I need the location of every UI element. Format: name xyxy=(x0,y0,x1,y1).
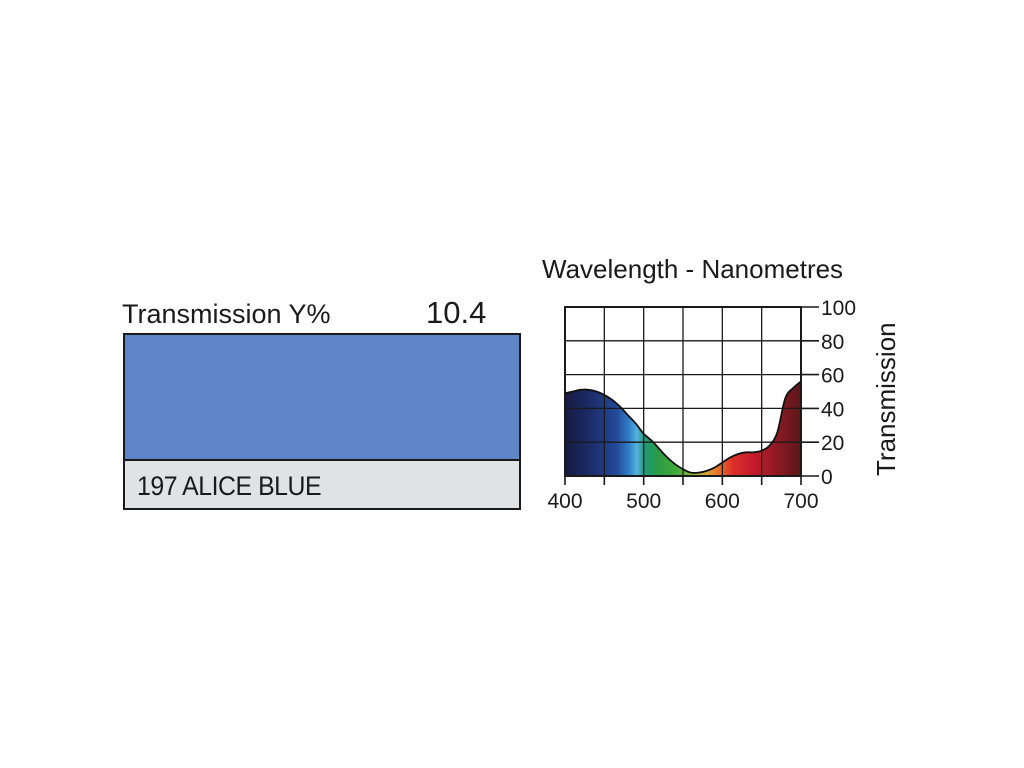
x-tick-label: 600 xyxy=(705,490,740,513)
transmission-area xyxy=(565,381,801,476)
color-swatch-card: 197 ALICE BLUE xyxy=(123,333,521,510)
transmission-value: 10.4 xyxy=(426,295,487,330)
x-tick-label: 700 xyxy=(783,490,818,513)
x-tick-label: 500 xyxy=(626,490,661,513)
y-tick-label: 60 xyxy=(821,365,844,388)
filter-name: 197 ALICE BLUE xyxy=(137,471,322,501)
swatch-name-row: 197 ALICE BLUE xyxy=(125,461,519,508)
transmission-label: Transmission Y% xyxy=(122,299,331,329)
plot-area: 0 20 40 60 80 100 400 500 600 700 xyxy=(547,297,856,513)
color-swatch xyxy=(125,335,519,461)
y-tick-label: 0 xyxy=(821,466,833,489)
y-tick-label: 20 xyxy=(821,432,844,455)
x-tick-label: 400 xyxy=(547,490,582,513)
x-axis-title: Wavelength - Nanometres xyxy=(542,254,843,284)
y-tick-label: 40 xyxy=(821,398,844,421)
transmission-line xyxy=(564,379,802,477)
y-tick-label: 80 xyxy=(821,331,844,354)
y-axis-title: Transmission xyxy=(871,322,901,476)
y-tick-label: 100 xyxy=(821,297,856,320)
